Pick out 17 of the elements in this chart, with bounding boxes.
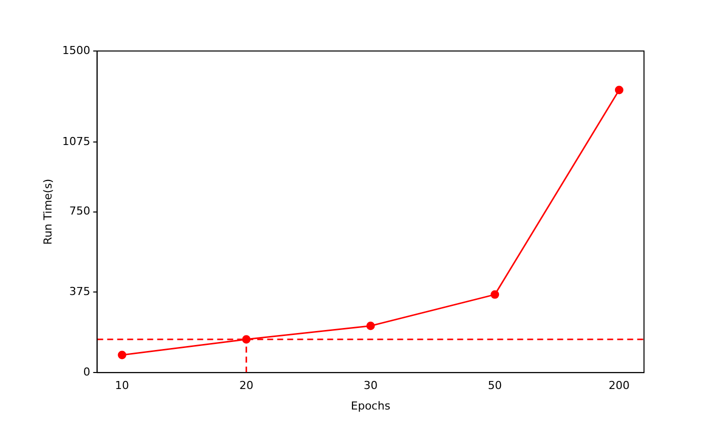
x-tick-label: 50 <box>488 379 502 392</box>
y-tick-label: 0 <box>83 365 90 378</box>
y-tick-label: 375 <box>69 285 90 298</box>
point <box>118 350 126 360</box>
y-tick-label: 1075 <box>62 134 90 148</box>
y-tick-label: 1500 <box>62 44 90 57</box>
x-axis-title: Epochs <box>350 399 391 412</box>
y-tick-label: 750 <box>69 204 90 218</box>
point <box>242 335 251 344</box>
x-tick-label: 20 <box>239 379 254 392</box>
x-tick-label: 200 <box>608 379 630 392</box>
x-tick-label: 10 <box>115 379 130 392</box>
x-tick-label: 30 <box>364 379 378 392</box>
point <box>366 322 375 330</box>
point <box>490 290 500 299</box>
point <box>614 86 624 94</box>
y-axis-title: Run Time(s) <box>41 178 54 245</box>
